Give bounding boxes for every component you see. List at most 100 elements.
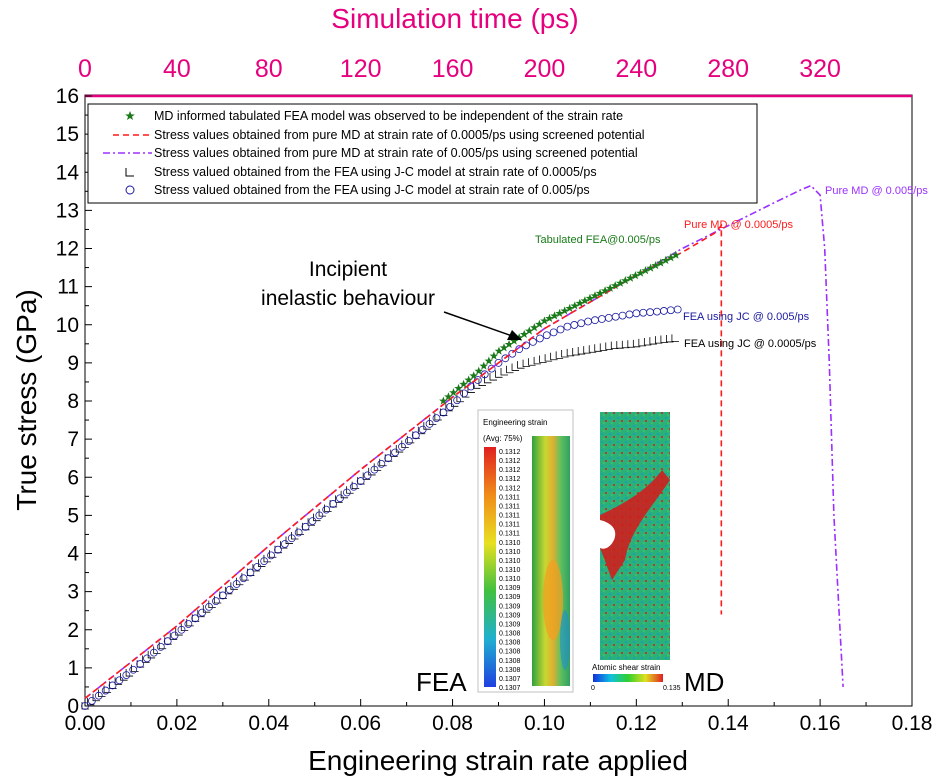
legend-square-marker — [125, 168, 134, 177]
fea-jc-0005-point — [390, 449, 398, 458]
fea-scale-label: 0.1310 — [499, 558, 521, 565]
legend-label-md-005: Stress values obtained from pure MD at s… — [154, 146, 638, 160]
fea-jc-005-point — [177, 625, 186, 634]
tabulated-point — [484, 356, 494, 365]
y-tick-label: 5 — [67, 504, 79, 527]
tabulated-point — [666, 253, 676, 262]
tabulated-point — [479, 361, 489, 370]
fea-jc-005-point — [363, 471, 372, 480]
fea-jc-0005-point — [186, 618, 194, 627]
y-tick-label: 7 — [67, 428, 79, 451]
fea-jc-005-point — [529, 338, 537, 346]
fea-jc-005-point — [191, 614, 200, 623]
fea-jc-005-point — [584, 317, 592, 326]
tabulated-annotation: Tabulated FEA@0.005/ps — [535, 234, 661, 246]
fea-jc-0005-point — [638, 338, 646, 347]
fea-jc-005-point — [666, 306, 675, 315]
fea-jc-005-point — [274, 545, 282, 554]
fea-jc-005-point — [315, 511, 324, 520]
legend-star-marker — [125, 111, 135, 120]
legend-label-tabulated: MD informed tabulated FEA model was obse… — [154, 109, 623, 123]
fea-jc-0005-point — [180, 623, 189, 631]
fea-jc-0005-point — [202, 605, 211, 613]
fea-jc-0005-point — [654, 336, 663, 344]
y-tick-label: 15 — [56, 123, 79, 146]
fea-jc-0005-point — [269, 550, 277, 558]
series-tabulated — [439, 250, 681, 405]
tabulated-point — [610, 281, 620, 290]
fea-jc-0005-point — [550, 352, 558, 361]
top-tick-label: 40 — [163, 55, 191, 83]
fea-jc-0005-point — [92, 693, 101, 702]
fea-jc-0005-point — [373, 463, 382, 471]
fea-jc-005-point — [356, 477, 365, 485]
fea-jc-0005-point — [610, 341, 619, 350]
fea-inset-label: FEA — [416, 667, 467, 697]
fea-jc-005-point — [136, 660, 145, 668]
fea-jc-0005-point — [643, 337, 652, 346]
fea-jc-005-point — [329, 500, 338, 508]
fea-jc-0005-point — [533, 356, 542, 365]
fea-jc-005-point — [501, 354, 510, 363]
x-axis-ticks: 0.00 0.02 0.04 0.06 0.08 0.10 0.12 0.14 0.16 0.18 — [65, 699, 932, 735]
tabulated-point — [636, 268, 645, 277]
x-axis-title: Engineering strain rate applied — [308, 745, 688, 776]
fea-scale-label: 0.1311 — [499, 522, 520, 529]
fea-jc-0005-point — [649, 337, 657, 345]
legend-entry-jc-005: Stress valued obtained from the FEA usin… — [125, 183, 590, 197]
fea-jc-0005-point — [87, 697, 95, 706]
tabulated-point — [530, 323, 539, 332]
fea-scale-label: 0.1308 — [499, 667, 521, 674]
fea-jc-0005-point — [495, 370, 503, 378]
fea-scale-label: 0.1312 — [499, 449, 521, 456]
fea-jc-0005-point — [401, 440, 409, 448]
fea-jc-0005-point — [544, 354, 553, 362]
fea-jc-0005-point — [627, 340, 635, 348]
fea-jc-0005-point — [263, 554, 271, 563]
fea-jc-0005-point — [103, 685, 112, 693]
fea-jc-005-point — [570, 321, 579, 329]
y-tick-label: 11 — [57, 276, 79, 299]
x-tick-label: 0.06 — [340, 712, 381, 735]
fea-jc-0005-point — [434, 413, 442, 421]
fea-jc-005-point — [205, 602, 213, 611]
y-tick-label: 9 — [67, 352, 79, 375]
x-tick-label: 0.08 — [432, 712, 473, 735]
fea-jc-0005-point — [462, 390, 470, 398]
tabulated-point — [540, 316, 549, 325]
fea-jc-0005-point — [351, 481, 360, 490]
x-tick-label: 0.16 — [800, 712, 841, 735]
x-tick-label: 0.02 — [156, 712, 197, 735]
fea-jc-005-point — [287, 534, 296, 543]
fea-jc-0005-point — [142, 655, 150, 663]
fea-jc-005-point — [81, 702, 89, 710]
fea-jc-005-point — [646, 308, 655, 317]
fea-scale-label: 0.1312 — [499, 458, 521, 465]
fea-jc-0005-point — [450, 399, 459, 407]
fea-jc-0005-point — [572, 347, 580, 356]
fea-jc-005-point — [425, 419, 434, 428]
fea-scale-label: 0.1310 — [499, 576, 521, 583]
tabulated-point — [504, 339, 514, 349]
tabulated-point — [524, 326, 534, 335]
fea-jc-005-point — [342, 488, 351, 497]
fea-jc-0005-point — [340, 490, 349, 499]
tabulated-point — [489, 351, 499, 360]
fea-jc-005-point — [246, 568, 255, 577]
fea-jc-005-point — [653, 307, 661, 316]
fea-jc-0005-point — [175, 628, 183, 636]
fea-jc-0005-point — [235, 577, 244, 586]
fea-jc-0005-point — [252, 563, 260, 572]
top-tick-label: 120 — [340, 55, 382, 83]
legend-box — [87, 103, 758, 204]
y-tick-label: 12 — [56, 238, 79, 261]
fea-jc-005-point — [218, 591, 227, 600]
fea-jc-0005-point — [428, 417, 437, 425]
fea-jc-0005-point — [660, 335, 668, 343]
fea-scale-label: 0.1309 — [499, 585, 521, 592]
fea-scale-label: 0.1309 — [499, 603, 521, 610]
fea-jc-005-point — [563, 322, 572, 331]
fea-jc-005-point — [453, 396, 462, 405]
fea-jc-005-point — [411, 431, 420, 440]
